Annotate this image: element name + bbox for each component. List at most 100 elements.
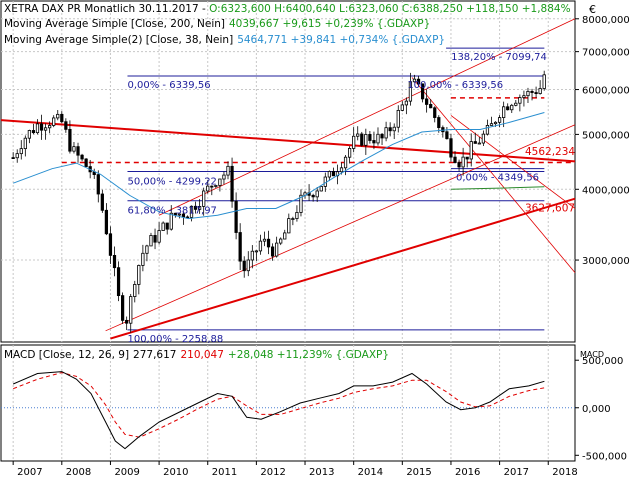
- candle-body: [392, 126, 396, 132]
- candle-body: [518, 97, 522, 104]
- macd-lines: [1, 371, 575, 450]
- candle-body: [380, 133, 384, 139]
- candle-body: [425, 98, 429, 105]
- year-tick-label: 2016: [455, 467, 480, 478]
- candle-body: [19, 148, 23, 155]
- candle-body: [35, 123, 40, 134]
- candle-body: [104, 209, 109, 235]
- candle-body: [15, 153, 19, 159]
- candle-body: [31, 130, 36, 134]
- legend-macd-value: 277,617: [133, 349, 176, 361]
- candle-body: [461, 156, 465, 168]
- candle-body: [72, 146, 76, 152]
- candle-body: [356, 133, 360, 137]
- legend-ma200-prefix: Moving Average Simple [Close, 200, Nein]: [4, 18, 225, 30]
- candle-body: [331, 171, 336, 177]
- year-tick-label: 2014: [358, 467, 383, 478]
- fib-level-label: 100,00% - 6339,56: [407, 80, 503, 91]
- candle-body: [254, 250, 258, 253]
- candle-body: [449, 138, 453, 158]
- candle-body: [169, 212, 173, 230]
- candle-body: [433, 107, 437, 118]
- macd-panel-frame: [0, 344, 576, 462]
- candle-body: [43, 127, 48, 131]
- candle-body: [116, 267, 121, 297]
- candle-body: [384, 127, 388, 139]
- candle-body: [108, 233, 113, 256]
- candle-body: [420, 83, 425, 100]
- legend-macd-change: +28,048 +11,239% {.GDAXP}: [228, 349, 389, 361]
- candle-body: [299, 194, 303, 213]
- legend-ma200-values: 4039,667 +9,615 +0,239% {.GDAXP}: [229, 18, 430, 30]
- candle-body: [270, 246, 275, 257]
- candle-body: [311, 194, 315, 198]
- candle-body: [404, 100, 408, 106]
- candle-body: [489, 123, 494, 126]
- candle-body: [27, 130, 31, 139]
- ma200-line: [450, 186, 545, 190]
- trendline-long-support: [110, 197, 576, 340]
- candle-body: [84, 158, 88, 167]
- candle-body: [364, 134, 368, 146]
- candle-body: [327, 171, 331, 178]
- candle-body: [506, 106, 510, 111]
- candle-body: [412, 78, 417, 83]
- candle-body: [526, 90, 530, 97]
- candle-body: [230, 165, 234, 202]
- header-ticker-prefix: XETRA DAX PR Monatlich 30.11.2017 -: [4, 3, 209, 15]
- candle-body: [112, 255, 117, 269]
- candle-body: [481, 133, 486, 144]
- candle-body: [133, 284, 137, 297]
- candle-body: [173, 212, 177, 216]
- candle-body: [485, 125, 490, 135]
- candle-body: [429, 104, 433, 109]
- candle-body: [408, 81, 413, 102]
- candle-body: [100, 193, 104, 211]
- candle-body: [352, 135, 356, 149]
- candle-body: [11, 157, 15, 159]
- currency-symbol: €: [589, 3, 596, 16]
- candle-body: [453, 156, 457, 163]
- macd-tick-label: 500,000: [582, 356, 623, 367]
- candle-body: [279, 238, 283, 244]
- moving-averages: [13, 112, 545, 220]
- macd-signal-line: [13, 372, 545, 438]
- candle-body: [323, 176, 327, 187]
- candle-body: [457, 162, 461, 168]
- candle-body: [258, 240, 263, 252]
- candle-body: [477, 142, 481, 145]
- candle-body: [60, 113, 64, 123]
- price-tick-label: 5000,000: [582, 130, 630, 141]
- annotation-label: 4562,234: [525, 146, 575, 158]
- legend-ma200: Moving Average Simple [Close, 200, Nein]…: [4, 18, 430, 30]
- candles: [11, 70, 546, 333]
- candle-body: [23, 137, 27, 150]
- candle-body: [437, 117, 441, 128]
- candle-body: [125, 319, 129, 324]
- grid: [1, 1, 575, 461]
- candle-body: [339, 167, 344, 173]
- candle-body: [68, 128, 72, 152]
- fib-level-label: 50,00% - 4299,22: [127, 177, 216, 188]
- candle-body: [530, 90, 534, 93]
- candle-body: [493, 121, 498, 125]
- candle-body: [189, 205, 194, 218]
- candle-body: [445, 131, 449, 140]
- price-tick-label: 8000,000: [582, 15, 630, 26]
- candle-body: [238, 232, 242, 262]
- fib-level-label: 138,20% - 7099,74: [451, 52, 547, 63]
- candle-body: [416, 78, 421, 85]
- candle-body: [319, 185, 323, 192]
- candle-body: [275, 242, 279, 257]
- candle-body: [210, 185, 214, 188]
- candle-body: [250, 250, 254, 261]
- price-tick-label: 7000,000: [582, 48, 630, 59]
- candle-body: [96, 174, 100, 195]
- price-tick-label: 4000,000: [582, 185, 630, 196]
- legend-ma38: Moving Average Simple(2) [Close, 38, Nei…: [4, 34, 445, 46]
- candle-body: [315, 190, 319, 198]
- candle-body: [388, 127, 392, 132]
- candle-body: [502, 106, 506, 118]
